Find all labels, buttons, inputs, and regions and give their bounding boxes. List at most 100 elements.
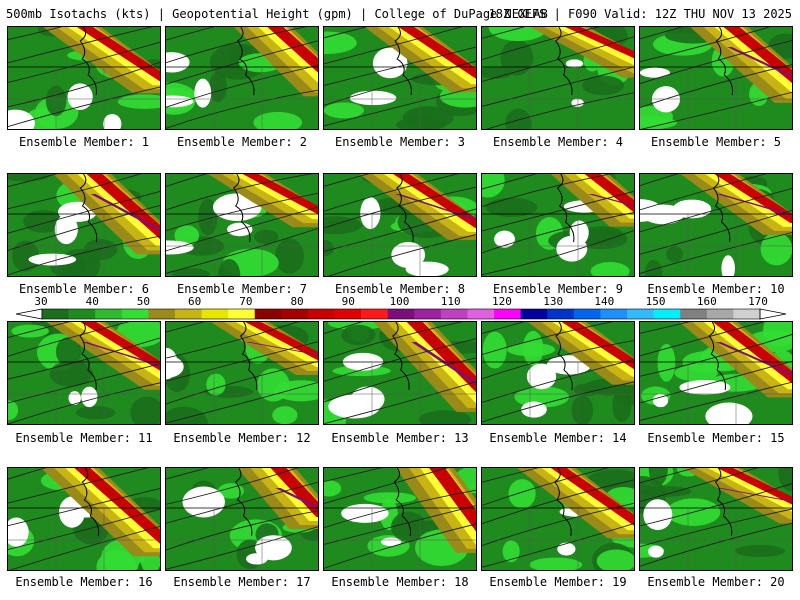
state-line bbox=[640, 362, 792, 424]
colorbar-swatch bbox=[627, 309, 654, 319]
ensemble-member-map[interactable] bbox=[165, 173, 319, 277]
jet-band-70kt bbox=[54, 468, 160, 553]
height-contour bbox=[8, 363, 160, 404]
member-caption: Ensemble Member: 4 bbox=[492, 135, 624, 149]
ensemble-member-map[interactable] bbox=[481, 26, 635, 130]
ensemble-member-map[interactable] bbox=[7, 173, 161, 277]
colorbar-swatch bbox=[281, 309, 309, 319]
ensemble-member-map[interactable] bbox=[323, 467, 477, 571]
member-caption: Ensemble Member: 3 bbox=[334, 135, 466, 149]
wind-speed-patch bbox=[217, 258, 241, 276]
height-contour bbox=[8, 235, 160, 276]
ensemble-member-map[interactable] bbox=[165, 26, 319, 130]
wind-speed-patch bbox=[522, 330, 544, 366]
member-caption: Ensemble Member: 13 bbox=[331, 431, 469, 445]
state-line bbox=[640, 508, 792, 570]
state-line bbox=[324, 508, 476, 570]
ensemble-member-map[interactable] bbox=[7, 467, 161, 571]
height-contour bbox=[166, 510, 318, 551]
wind-speed-patch bbox=[505, 108, 532, 129]
ensemble-member-map[interactable] bbox=[639, 467, 793, 571]
ensemble-member-map[interactable] bbox=[323, 173, 477, 277]
height-contour bbox=[640, 468, 697, 484]
colorbar-left-arrow bbox=[15, 308, 43, 320]
ensemble-member-map[interactable] bbox=[481, 467, 635, 571]
wind-speed-patch bbox=[778, 468, 792, 492]
wind-speed-patch bbox=[500, 40, 534, 76]
colorbar-tick-label: 130 bbox=[543, 295, 564, 308]
colorbar-tick-label: 100 bbox=[389, 295, 410, 308]
isotach-map-svg bbox=[482, 174, 634, 276]
colorbar-swatch bbox=[68, 309, 96, 319]
isotach-map-svg bbox=[640, 174, 792, 276]
height-contour bbox=[640, 522, 792, 567]
ensemble-member-map[interactable] bbox=[165, 321, 319, 425]
height-contour bbox=[8, 86, 160, 127]
wind-speed-patch bbox=[272, 406, 298, 424]
ensemble-member-map[interactable] bbox=[481, 173, 635, 277]
height-contour bbox=[482, 66, 634, 107]
member-caption: Ensemble Member: 7 bbox=[176, 282, 308, 296]
isotach-map-svg bbox=[482, 322, 634, 424]
ensemble-member-map[interactable] bbox=[639, 321, 793, 425]
wind-speed-patch bbox=[274, 238, 304, 274]
ensemble-member-map[interactable] bbox=[323, 26, 477, 130]
member-caption: Ensemble Member: 1 bbox=[18, 135, 150, 149]
ensemble-member-map[interactable] bbox=[7, 26, 161, 130]
jet-band-80kt bbox=[77, 174, 160, 247]
calm-area bbox=[194, 78, 212, 108]
height-contour bbox=[482, 36, 634, 82]
map-header: 500mb Isotachs (kts) | Geopotential Heig… bbox=[6, 6, 796, 22]
colorbar-tick-label: 80 bbox=[290, 295, 304, 308]
jet-band-70kt bbox=[56, 27, 160, 90]
jet-band-70kt bbox=[377, 27, 476, 89]
colorbar-swatch bbox=[494, 309, 521, 319]
wind-speed-patch bbox=[488, 27, 548, 42]
calm-area bbox=[67, 83, 93, 110]
isotach-colorbar: 30 40 50 60 70 80 90 100 110 120 130 140 150 160 170 bbox=[0, 296, 800, 322]
wind-speed-patch bbox=[657, 343, 676, 382]
coastline bbox=[554, 468, 572, 537]
height-contour bbox=[327, 234, 476, 276]
height-contour bbox=[324, 338, 476, 382]
height-contour bbox=[8, 468, 149, 504]
height-contour bbox=[324, 27, 368, 39]
height-contour bbox=[324, 174, 460, 212]
height-contour bbox=[324, 186, 476, 229]
coastline bbox=[236, 27, 255, 96]
coastline bbox=[234, 468, 253, 537]
coastline bbox=[392, 322, 410, 391]
colorbar-swatch bbox=[653, 309, 681, 319]
height-contour bbox=[640, 483, 792, 527]
ensemble-member-map[interactable] bbox=[323, 321, 477, 425]
coastline bbox=[556, 174, 575, 243]
wind-speed-patch bbox=[209, 71, 227, 103]
jet-core-110kt bbox=[716, 194, 792, 216]
jet-band-90kt bbox=[712, 322, 792, 384]
calm-area bbox=[569, 220, 589, 245]
jet-core-110kt bbox=[716, 488, 792, 502]
state-line bbox=[8, 508, 160, 570]
ensemble-member-map[interactable] bbox=[639, 173, 793, 277]
height-contour bbox=[324, 86, 476, 127]
wind-speed-patch bbox=[324, 102, 365, 119]
calm-area bbox=[103, 113, 122, 129]
height-contour bbox=[8, 468, 47, 480]
ensemble-member-map[interactable] bbox=[7, 321, 161, 425]
height-contour bbox=[324, 174, 370, 187]
wind-speed-patch bbox=[12, 240, 40, 272]
height-contour bbox=[640, 468, 759, 502]
ensemble-member-map[interactable] bbox=[165, 467, 319, 571]
wind-speed-patch bbox=[582, 75, 624, 96]
colorbar-outline bbox=[41, 308, 761, 320]
colorbar-swatch bbox=[228, 309, 256, 319]
height-contour bbox=[166, 361, 318, 405]
ensemble-member-map[interactable] bbox=[481, 321, 635, 425]
height-contour bbox=[166, 192, 318, 231]
wind-speed-patch bbox=[117, 94, 160, 109]
ensemble-member-map[interactable] bbox=[639, 26, 793, 130]
member-caption: Ensemble Member: 17 bbox=[173, 575, 311, 589]
jet-band-90kt bbox=[245, 322, 318, 361]
height-contour bbox=[8, 205, 160, 251]
state-line bbox=[640, 214, 792, 276]
